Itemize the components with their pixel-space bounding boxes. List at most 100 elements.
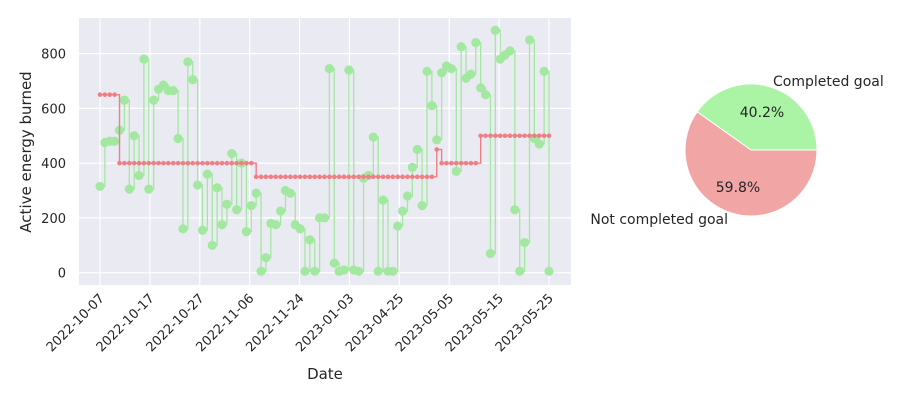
goal-point (131, 160, 137, 166)
goal-point (126, 160, 132, 166)
goal-point (458, 160, 464, 166)
goal-point (356, 174, 361, 180)
actual-point (544, 266, 554, 276)
goal-point (331, 174, 337, 180)
actual-point (227, 148, 237, 159)
actual-point (95, 181, 105, 192)
goal-point (244, 160, 249, 166)
actual-point (412, 144, 422, 155)
goal-point (507, 133, 513, 139)
actual-point (402, 191, 413, 201)
goal-point (410, 174, 415, 180)
goal-point (205, 160, 210, 166)
y-tick-label: 200 (41, 212, 66, 227)
goal-point (351, 174, 357, 180)
goal-point (288, 174, 293, 180)
actual-point (354, 266, 364, 276)
actual-point (241, 227, 252, 237)
y-axis-label: Active energy burned (17, 71, 35, 232)
goal-point (527, 133, 532, 139)
goal-point (292, 174, 298, 180)
goal-point (214, 160, 220, 166)
goal-point (478, 133, 483, 139)
goal-point (297, 174, 303, 180)
y-tick-label: 600 (41, 102, 66, 117)
goal-point (444, 160, 449, 166)
actual-point (422, 66, 432, 76)
goal-point (400, 174, 405, 180)
actual-stems (95, 25, 554, 276)
actual-point (534, 139, 544, 149)
actual-point (295, 224, 305, 234)
goal-point (112, 92, 117, 97)
goal-point (380, 174, 386, 180)
actual-point (324, 64, 334, 74)
actual-point (222, 199, 232, 209)
actual-point (344, 65, 354, 75)
goal-point (536, 133, 542, 139)
goal-point (229, 160, 235, 166)
actual-point (368, 132, 378, 142)
goal-point (361, 174, 366, 180)
goal-point (429, 174, 435, 180)
goal-point (263, 174, 269, 180)
goal-point (322, 174, 327, 180)
goal-point (390, 174, 396, 180)
goal-point (107, 92, 113, 97)
goal-point (190, 160, 196, 166)
goal-point (312, 174, 318, 180)
goal-point (253, 174, 259, 180)
actual-point (485, 248, 496, 259)
goal-point (395, 174, 401, 180)
y-tick-label: 400 (41, 157, 66, 172)
actual-point (480, 90, 491, 100)
actual-point (271, 220, 281, 230)
goal-point (439, 160, 444, 166)
actual-point (519, 237, 530, 248)
actual-point (329, 258, 339, 268)
goal-point (453, 160, 459, 166)
actual-point (134, 170, 144, 181)
pie-pct-completed: 40.2% (740, 105, 784, 121)
actual-point (129, 131, 139, 141)
actual-point (246, 200, 256, 211)
actual-point (446, 64, 456, 74)
goal-point (170, 160, 176, 166)
goal-point (317, 174, 322, 180)
goal-point (502, 133, 508, 139)
goal-point (219, 160, 225, 166)
goal-point (180, 160, 186, 166)
actual-point (197, 225, 208, 235)
actual-point (212, 183, 222, 193)
actual-point (256, 266, 266, 276)
goal-point (166, 160, 171, 166)
energy-chart: 0 200 400 600 800 2022-10-072022-10-172022-1… (17, 18, 571, 383)
actual-point (173, 133, 183, 144)
actual-point (393, 221, 403, 231)
goal-point (405, 174, 410, 180)
actual-point (300, 266, 310, 276)
actual-point (373, 266, 383, 276)
actual-point (139, 54, 149, 64)
goal-point (278, 174, 283, 180)
goal-step-line (97, 92, 552, 180)
actual-point (188, 75, 198, 85)
goal-point (366, 174, 371, 180)
actual-point (417, 200, 427, 211)
goal-point (463, 160, 469, 166)
actual-point (207, 240, 217, 250)
goal-point (473, 160, 479, 166)
actual-point (285, 188, 295, 198)
goal-point (532, 133, 537, 139)
goal-point (341, 174, 347, 180)
goal-point (302, 174, 308, 180)
actual-point (505, 46, 515, 56)
actual-point (397, 206, 408, 216)
goal-point (195, 160, 200, 166)
goal-pie-chart: Completed goal Not completed goal 40.2% … (590, 74, 883, 228)
actual-point (524, 35, 535, 45)
actual-point (232, 205, 242, 215)
goal-point (97, 92, 103, 97)
actual-point (124, 184, 134, 194)
